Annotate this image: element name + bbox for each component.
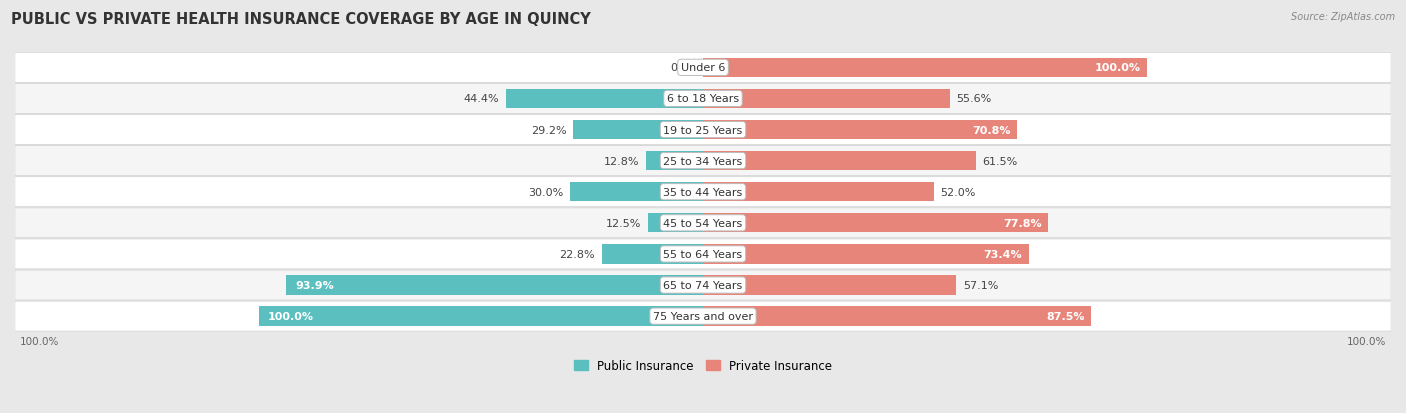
Bar <box>703 307 1091 326</box>
Bar <box>703 214 1049 233</box>
Bar <box>569 183 703 202</box>
Text: 100.0%: 100.0% <box>269 311 314 321</box>
Bar <box>259 307 703 326</box>
Text: 0.0%: 0.0% <box>671 63 699 73</box>
Bar <box>703 276 956 295</box>
Bar <box>506 90 703 109</box>
Text: 100.0%: 100.0% <box>1094 63 1140 73</box>
Bar <box>574 121 703 140</box>
FancyBboxPatch shape <box>15 240 1391 269</box>
Text: 87.5%: 87.5% <box>1046 311 1085 321</box>
Text: Under 6: Under 6 <box>681 63 725 73</box>
Text: 65 to 74 Years: 65 to 74 Years <box>664 280 742 290</box>
Bar <box>602 244 703 264</box>
Text: 6 to 18 Years: 6 to 18 Years <box>666 94 740 104</box>
Bar <box>703 90 950 109</box>
Text: 61.5%: 61.5% <box>983 156 1018 166</box>
Bar <box>703 183 934 202</box>
Text: 100.0%: 100.0% <box>1347 337 1386 347</box>
Text: 30.0%: 30.0% <box>527 187 564 197</box>
FancyBboxPatch shape <box>15 271 1391 300</box>
Bar <box>703 121 1018 140</box>
FancyBboxPatch shape <box>15 301 1391 331</box>
FancyBboxPatch shape <box>15 209 1391 238</box>
FancyBboxPatch shape <box>15 177 1391 207</box>
Text: 93.9%: 93.9% <box>295 280 333 290</box>
Text: 75 Years and over: 75 Years and over <box>652 311 754 321</box>
FancyBboxPatch shape <box>15 53 1391 83</box>
Bar <box>703 152 976 171</box>
Bar <box>647 152 703 171</box>
Text: 19 to 25 Years: 19 to 25 Years <box>664 125 742 135</box>
Bar <box>703 244 1029 264</box>
Text: 55.6%: 55.6% <box>956 94 991 104</box>
Legend: Public Insurance, Private Insurance: Public Insurance, Private Insurance <box>569 354 837 377</box>
Bar <box>648 214 703 233</box>
Text: 44.4%: 44.4% <box>464 94 499 104</box>
Text: 45 to 54 Years: 45 to 54 Years <box>664 218 742 228</box>
Text: Source: ZipAtlas.com: Source: ZipAtlas.com <box>1291 12 1395 22</box>
Text: 35 to 44 Years: 35 to 44 Years <box>664 187 742 197</box>
Text: 12.8%: 12.8% <box>605 156 640 166</box>
Text: 12.5%: 12.5% <box>606 218 641 228</box>
Text: 70.8%: 70.8% <box>972 125 1011 135</box>
Text: 52.0%: 52.0% <box>941 187 976 197</box>
Bar <box>703 59 1147 78</box>
Text: 100.0%: 100.0% <box>20 337 59 347</box>
FancyBboxPatch shape <box>15 115 1391 145</box>
Bar <box>287 276 703 295</box>
Text: 73.4%: 73.4% <box>984 249 1022 259</box>
FancyBboxPatch shape <box>15 146 1391 176</box>
Text: 57.1%: 57.1% <box>963 280 998 290</box>
Text: 29.2%: 29.2% <box>531 125 567 135</box>
Text: 55 to 64 Years: 55 to 64 Years <box>664 249 742 259</box>
Text: 22.8%: 22.8% <box>560 249 595 259</box>
Text: 25 to 34 Years: 25 to 34 Years <box>664 156 742 166</box>
FancyBboxPatch shape <box>15 84 1391 114</box>
Text: PUBLIC VS PRIVATE HEALTH INSURANCE COVERAGE BY AGE IN QUINCY: PUBLIC VS PRIVATE HEALTH INSURANCE COVER… <box>11 12 591 27</box>
Text: 77.8%: 77.8% <box>1002 218 1042 228</box>
